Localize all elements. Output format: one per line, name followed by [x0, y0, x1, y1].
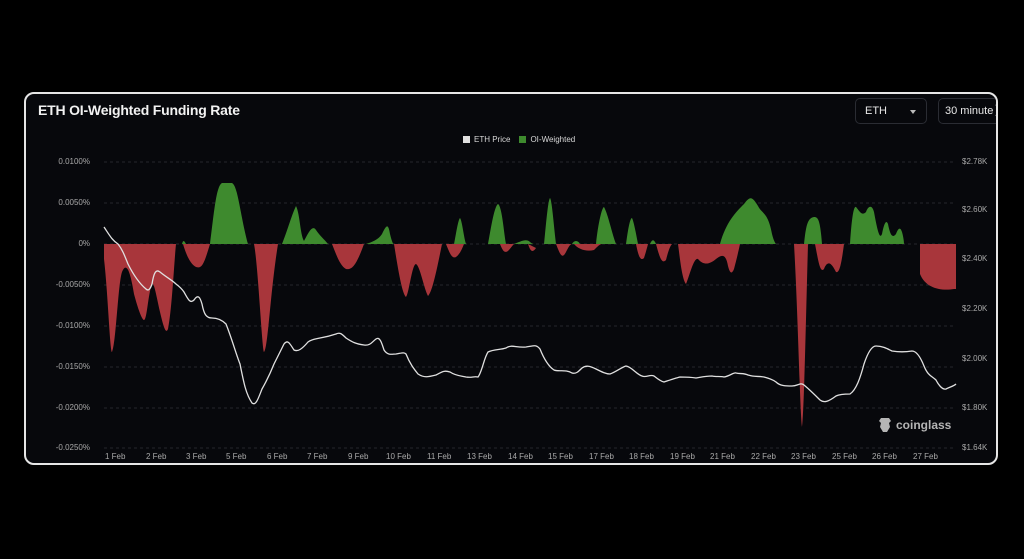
x-tick: 13 Feb: [467, 452, 492, 461]
grid-lines: [104, 161, 956, 449]
legend-item-eth-price[interactable]: ETH Price: [463, 135, 510, 144]
y-left-tick: -0.0150%: [55, 362, 90, 371]
interval-select[interactable]: 30 minute ⌃⌄: [938, 98, 996, 124]
x-tick: 9 Feb: [348, 452, 369, 461]
legend-label: OI-Weighted: [530, 135, 576, 144]
y-left-tick: -0.0250%: [55, 443, 90, 452]
coin-select[interactable]: ETH: [855, 98, 927, 124]
positive-funding-areas: [182, 183, 904, 244]
x-tick: 22 Feb: [751, 452, 776, 461]
x-tick: 7 Feb: [307, 452, 328, 461]
y-left-tick: 0.0050%: [58, 198, 90, 207]
coinglass-logo-icon: [879, 418, 891, 432]
y-left-tick: -0.0200%: [55, 403, 90, 412]
y-left-tick: 0.0100%: [58, 157, 90, 166]
x-tick: 2 Feb: [146, 452, 167, 461]
x-tick: 15 Feb: [548, 452, 573, 461]
legend-label: ETH Price: [474, 135, 511, 144]
y-left-tick: -0.0050%: [55, 280, 90, 289]
y-left-tick: -0.0100%: [55, 321, 90, 330]
eth-price-line: [103, 226, 957, 405]
x-tick: 5 Feb: [226, 452, 247, 461]
chart-legend: ETH Price OI-Weighted: [463, 135, 575, 144]
x-tick: 23 Feb: [791, 452, 816, 461]
negative-funding-areas: [104, 244, 956, 427]
chart-plot: [103, 161, 957, 449]
coinglass-watermark: coinglass: [878, 417, 951, 433]
x-tick: 3 Feb: [186, 452, 207, 461]
x-tick: 27 Feb: [913, 452, 938, 461]
legend-item-oi-weighted[interactable]: OI-Weighted: [519, 135, 575, 144]
chart-card: ETH OI-Weighted Funding Rate ETH 30 minu…: [24, 92, 998, 465]
y-right-tick: $2.20K: [962, 304, 988, 313]
x-tick: 19 Feb: [670, 452, 695, 461]
y-right-tick: $2.40K: [962, 254, 988, 263]
y-right-tick: $2.60K: [962, 205, 988, 214]
x-tick: 14 Feb: [508, 452, 533, 461]
interval-select-value: 30 minute: [945, 105, 994, 117]
legend-swatch-eth-price: [463, 136, 470, 143]
y-right-tick: $1.64K: [962, 443, 988, 452]
up-down-arrows-icon: ⌃⌄: [993, 103, 996, 119]
x-tick: 25 Feb: [832, 452, 857, 461]
x-tick: 11 Feb: [427, 452, 452, 461]
coin-select-value: ETH: [865, 105, 887, 117]
caret-down-icon: [910, 110, 916, 114]
x-tick: 17 Feb: [589, 452, 614, 461]
x-tick: 26 Feb: [872, 452, 897, 461]
x-tick: 21 Feb: [710, 452, 735, 461]
x-tick: 10 Feb: [386, 452, 411, 461]
y-left-tick: 0%: [78, 239, 90, 248]
x-tick: 1 Feb: [105, 452, 126, 461]
x-tick: 6 Feb: [267, 452, 288, 461]
legend-swatch-oi-weighted: [519, 136, 527, 143]
y-right-tick: $1.80K: [962, 403, 988, 412]
x-tick: 18 Feb: [629, 452, 654, 461]
chart-title: ETH OI-Weighted Funding Rate: [38, 102, 240, 118]
watermark-text: coinglass: [896, 418, 952, 432]
y-right-tick: $2.00K: [962, 354, 988, 363]
y-right-tick: $2.78K: [962, 157, 988, 166]
